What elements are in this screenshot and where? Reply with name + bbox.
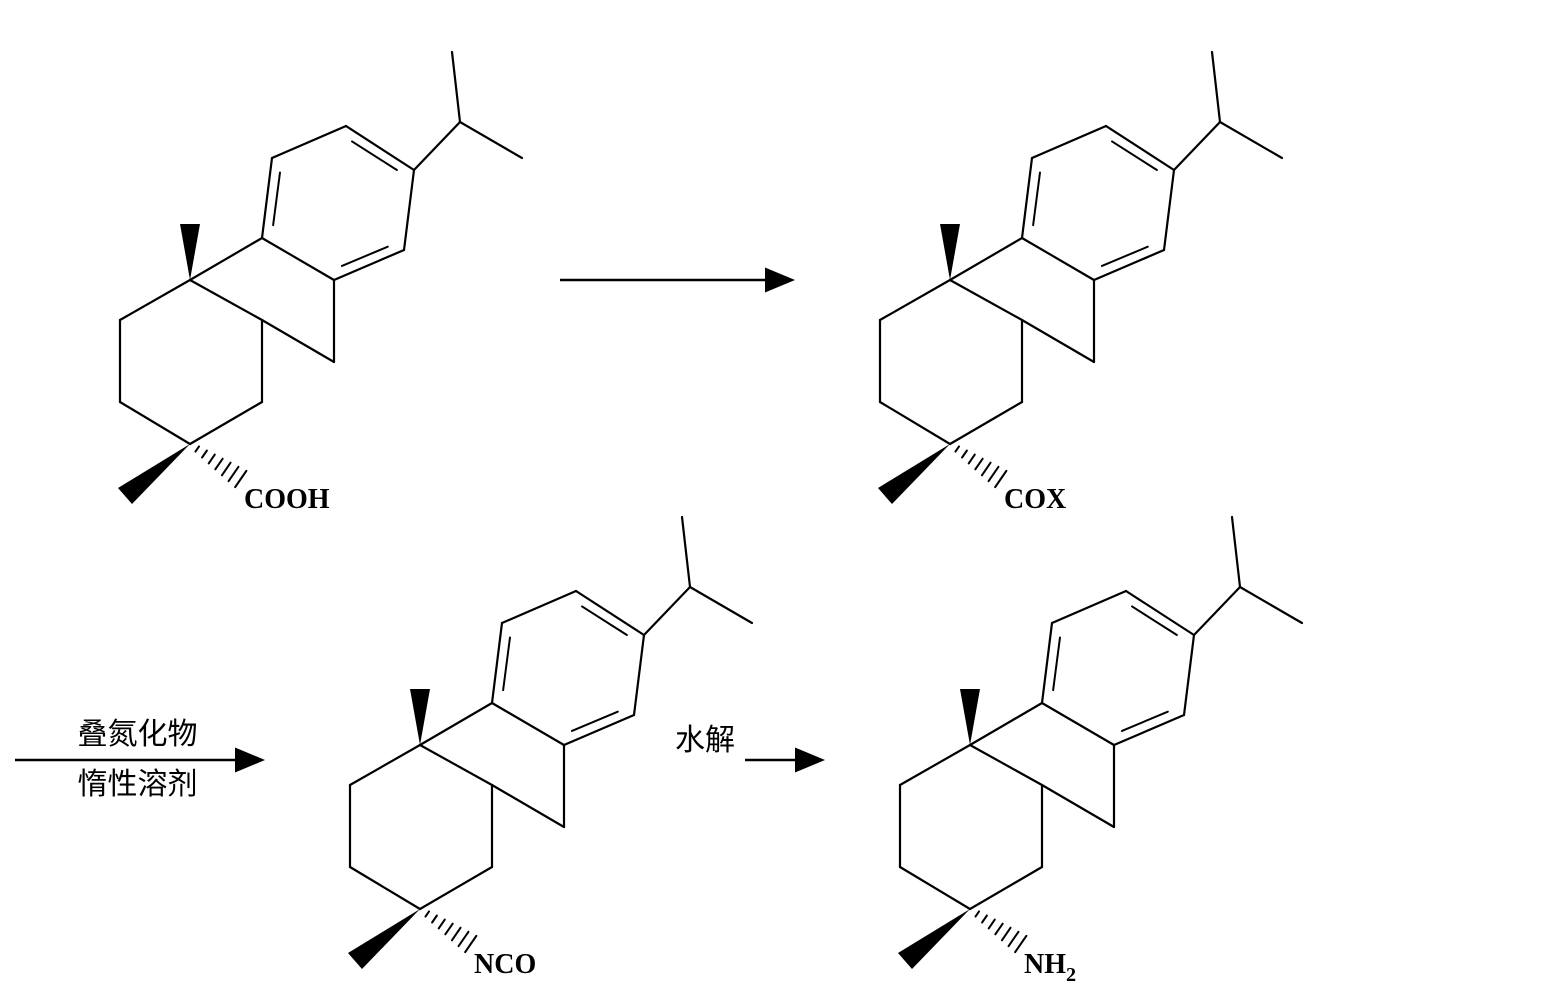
arrow-label-bottom: 惰性溶剂 — [78, 768, 198, 801]
substituent-label: NCO — [474, 949, 536, 980]
substituent-label: COOH — [244, 484, 330, 515]
reaction-arrow: 叠氮化物惰性溶剂 — [15, 718, 260, 801]
substituent-label: NH2 — [1024, 949, 1076, 984]
structure: NH2 — [898, 517, 1302, 984]
arrow-label-top: 叠氮化物 — [78, 718, 198, 751]
structure: COX — [878, 52, 1282, 515]
substituent-label: COX — [1004, 484, 1066, 515]
reaction-arrow: 水解 — [675, 724, 820, 760]
arrow-label-top: 水解 — [675, 724, 735, 757]
reaction-scheme: COOH COX NCO NH2 叠氮化物惰性溶剂 水解 — [0, 0, 1549, 984]
structure: COOH — [118, 52, 522, 515]
